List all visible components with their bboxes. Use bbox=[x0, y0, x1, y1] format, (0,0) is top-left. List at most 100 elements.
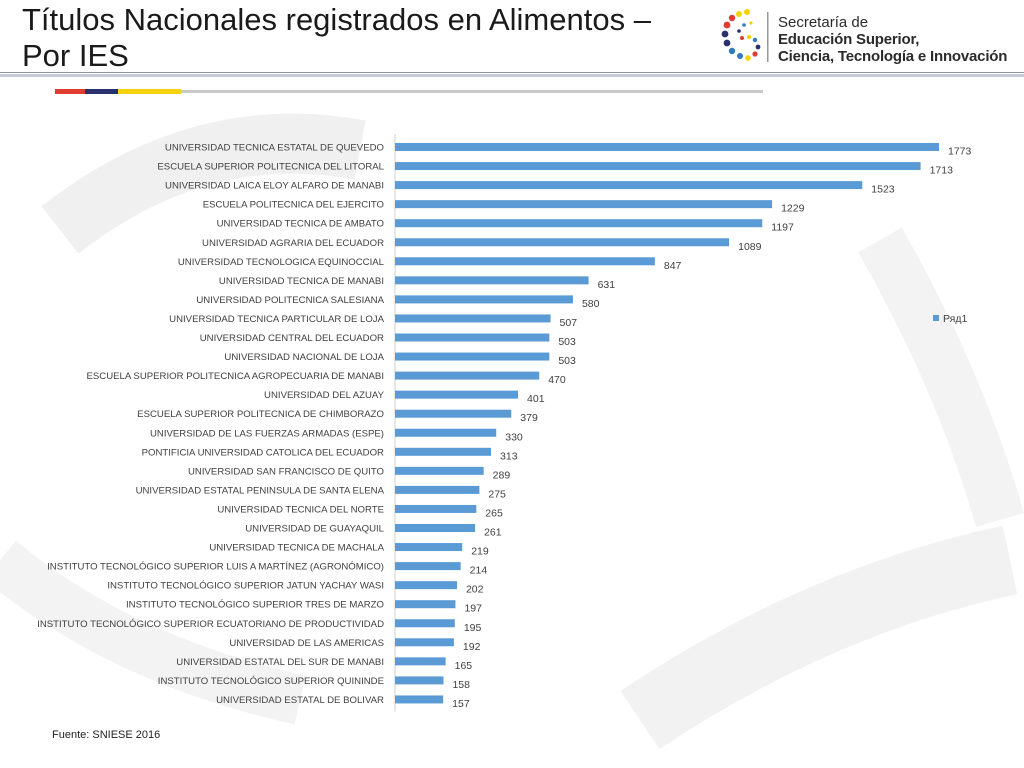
category-label: UNIVERSIDAD TECNICA DE AMBATO bbox=[217, 219, 384, 230]
bar bbox=[395, 409, 512, 418]
data-label: 847 bbox=[664, 260, 682, 272]
category-label: UNIVERSIDAD DE LAS AMERICAS bbox=[229, 638, 384, 649]
category-label: INSTITUTO TECNOLÓGICO SUPERIOR LUIS A MA… bbox=[47, 562, 384, 573]
bar bbox=[395, 524, 476, 532]
accent-yellow bbox=[118, 89, 181, 94]
data-label: 289 bbox=[493, 469, 511, 481]
data-label: 503 bbox=[558, 355, 576, 367]
header-rule bbox=[0, 72, 1024, 77]
data-label: 195 bbox=[464, 622, 482, 634]
data-label: 275 bbox=[488, 488, 506, 500]
bar bbox=[395, 619, 455, 628]
slide-title-line2: Por IES bbox=[22, 38, 129, 73]
data-label: 1229 bbox=[781, 203, 805, 215]
data-label: 580 bbox=[582, 298, 600, 310]
bar bbox=[395, 447, 492, 456]
bar bbox=[395, 695, 444, 704]
category-label: UNIVERSIDAD TECNICA DEL NORTE bbox=[217, 504, 384, 515]
data-label: 631 bbox=[598, 279, 616, 291]
category-label: UNIVERSIDAD TECNICA ESTATAL DE QUEVEDO bbox=[165, 143, 384, 154]
category-label: UNIVERSIDAD TECNICA DE MACHALA bbox=[209, 543, 384, 554]
category-label: ESCUELA POLITECNICA DEL EJERCITO bbox=[203, 200, 384, 211]
data-label: 261 bbox=[484, 527, 502, 539]
bar bbox=[395, 219, 763, 228]
bar bbox=[395, 314, 551, 323]
data-label: 157 bbox=[452, 698, 470, 710]
bar bbox=[395, 257, 655, 266]
slide-title-line1: Títulos Nacionales registrados en Alimen… bbox=[22, 2, 651, 37]
category-label: UNIVERSIDAD SAN FRANCISCO DE QUITO bbox=[188, 466, 384, 477]
category-label: INSTITUTO TECNOLÓGICO SUPERIOR JATUN YAC… bbox=[107, 581, 384, 592]
category-label: UNIVERSIDAD AGRARIA DEL ECUADOR bbox=[202, 238, 384, 249]
dotted-swirl-logo-icon bbox=[721, 9, 769, 62]
bar bbox=[395, 657, 446, 666]
category-label: UNIVERSIDAD DE GUAYAQUIL bbox=[245, 524, 384, 535]
accent-navy bbox=[85, 89, 118, 94]
data-label: 165 bbox=[455, 660, 473, 672]
data-label: 158 bbox=[452, 679, 470, 691]
data-label: 1523 bbox=[871, 184, 895, 196]
category-label: UNIVERSIDAD ESTATAL DEL SUR DE MANABI bbox=[176, 657, 384, 668]
accent-red bbox=[55, 89, 85, 94]
bar bbox=[395, 676, 444, 685]
bar bbox=[395, 581, 457, 590]
logo-line2: Educación Superior, bbox=[778, 31, 920, 48]
legend-swatch bbox=[933, 315, 939, 321]
data-label: 265 bbox=[485, 507, 503, 519]
bar bbox=[395, 162, 921, 171]
source-note: Fuente: SNIESE 2016 bbox=[52, 729, 161, 741]
bar bbox=[395, 333, 550, 342]
bar bbox=[395, 238, 730, 247]
category-label: ESCUELA SUPERIOR POLITECNICA DE CHIMBORA… bbox=[137, 409, 384, 420]
data-label: 379 bbox=[520, 412, 538, 424]
logo-line1: Secretaría de bbox=[778, 14, 869, 31]
category-label: PONTIFICIA UNIVERSIDAD CATOLICA DEL ECUA… bbox=[142, 447, 384, 458]
category-label: UNIVERSIDAD TECNOLOGICA EQUINOCCIAL bbox=[178, 257, 385, 268]
category-label: UNIVERSIDAD NACIONAL DE LOJA bbox=[224, 352, 384, 363]
data-label: 401 bbox=[527, 393, 545, 405]
bar bbox=[395, 181, 863, 190]
bar bbox=[395, 466, 484, 475]
bar bbox=[395, 543, 463, 552]
category-label: ESCUELA SUPERIOR POLITECNICA DEL LITORAL bbox=[157, 162, 384, 173]
bar bbox=[395, 200, 773, 209]
category-label: UNIVERSIDAD DE LAS FUERZAS ARMADAS (ESPE… bbox=[150, 428, 384, 439]
legend: Ряд1 bbox=[933, 313, 967, 325]
category-label: UNIVERSIDAD POLITECNICA SALESIANA bbox=[196, 295, 384, 306]
data-label: 214 bbox=[470, 565, 488, 577]
data-label: 507 bbox=[560, 317, 578, 329]
data-label: 470 bbox=[548, 374, 566, 386]
slide-title: Títulos Nacionales registrados en Alimen… bbox=[22, 2, 702, 74]
bar bbox=[395, 428, 497, 437]
data-label: 313 bbox=[500, 450, 518, 462]
bar bbox=[395, 562, 461, 571]
data-label: 1713 bbox=[930, 165, 954, 177]
bar bbox=[395, 504, 477, 513]
category-label: UNIVERSIDAD CENTRAL DEL ECUADOR bbox=[200, 333, 384, 344]
category-label: INSTITUTO TECNOLÓGICO SUPERIOR TRES DE M… bbox=[126, 600, 384, 611]
category-label: UNIVERSIDAD DEL AZUAY bbox=[264, 390, 385, 401]
category-label: UNIVERSIDAD LAICA ELOY ALFARO DE MANABI bbox=[165, 181, 384, 192]
category-label: UNIVERSIDAD ESTATAL PENINSULA DE SANTA E… bbox=[136, 485, 385, 496]
bar bbox=[395, 295, 573, 304]
data-label: 202 bbox=[466, 584, 484, 596]
data-label: 1089 bbox=[738, 241, 762, 253]
bar-chart: UNIVERSIDAD TECNICA ESTATAL DE QUEVEDO 17… bbox=[37, 134, 972, 712]
accent-strip bbox=[55, 89, 763, 94]
data-label: 192 bbox=[463, 641, 481, 653]
bar bbox=[395, 352, 550, 361]
bar bbox=[395, 276, 589, 285]
logo-text: Secretaría de Educación Superior, Cienci… bbox=[778, 14, 1007, 65]
data-label: 330 bbox=[505, 431, 523, 443]
data-label: 1197 bbox=[771, 222, 794, 234]
category-label: UNIVERSIDAD ESTATAL DE BOLIVAR bbox=[216, 695, 384, 706]
category-label: INSTITUTO TECNOLÓGICO SUPERIOR QUININDE bbox=[158, 676, 384, 687]
legend-label: Ряд1 bbox=[943, 313, 967, 325]
bar bbox=[395, 371, 540, 380]
bar bbox=[395, 600, 456, 609]
bar bbox=[395, 143, 939, 151]
data-label: 197 bbox=[464, 603, 482, 615]
bar bbox=[395, 390, 519, 399]
bar bbox=[395, 638, 454, 647]
data-label: 219 bbox=[471, 546, 489, 558]
